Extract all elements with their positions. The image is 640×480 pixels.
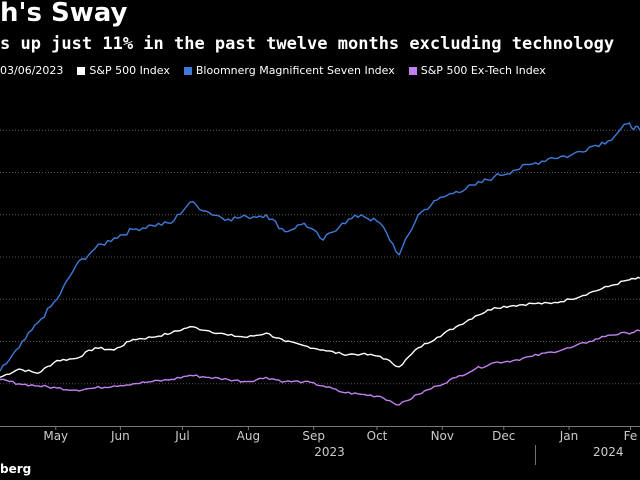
legend-start-date: 03/06/2023 (0, 64, 63, 77)
legend-swatch-ex-tech (408, 66, 417, 75)
series-layer (0, 122, 640, 406)
series-line-bloomnerg-magnificent-seven-index (0, 122, 640, 372)
chart-subtitle: s up just 11% in the past twelve months … (0, 34, 615, 54)
year-label-0: 2023 (314, 445, 345, 459)
x-tick-label-0: May (43, 429, 68, 443)
legend-swatch-magnificent-seven (183, 66, 192, 75)
legend-item-magnificent-seven: Bloomnerg Magnificent Seven Index (183, 64, 395, 77)
x-tick-label-5: Oct (367, 429, 388, 443)
x-tick-label-9: Fe (624, 429, 638, 443)
legend-label-ex-tech: S&P 500 Ex-Tech Index (420, 64, 546, 77)
x-tick-label-8: Jan (559, 429, 579, 443)
legend-item-sp500: S&P 500 Index (77, 64, 170, 77)
source-credit: berg (0, 462, 32, 476)
x-tick-label-7: Dec (492, 429, 515, 443)
legend-start-date-label: 03/06/2023 (0, 64, 64, 77)
x-tick-label-2: Jul (174, 429, 189, 443)
axis-layer: May Jun Jul Aug Sep Oct Nov Dec Jan Fe 2023 2024 (0, 426, 640, 465)
legend-item-ex-tech: S&P 500 Ex-Tech Index (408, 64, 546, 77)
legend-swatch-sp500 (77, 66, 86, 75)
x-tick-label-6: Nov (431, 429, 454, 443)
x-tick-label-4: Sep (302, 429, 325, 443)
year-label-1: 2024 (593, 445, 624, 459)
x-tick-label-3: Aug (237, 429, 260, 443)
chart-legend: 03/06/2023 S&P 500 Index Bloomnerg Magni… (0, 64, 560, 77)
series-line-s-p-500-index (0, 276, 640, 379)
grid-layer (0, 129, 640, 385)
legend-label-magnificent-seven: Bloomnerg Magnificent Seven Index (195, 64, 395, 77)
x-tick-label-1: Jun (110, 429, 130, 443)
legend-label-sp500: S&P 500 Index (89, 64, 170, 77)
chart-title: h's Sway (0, 0, 128, 28)
series-line-s-p-500-ex-tech-index (0, 329, 640, 406)
